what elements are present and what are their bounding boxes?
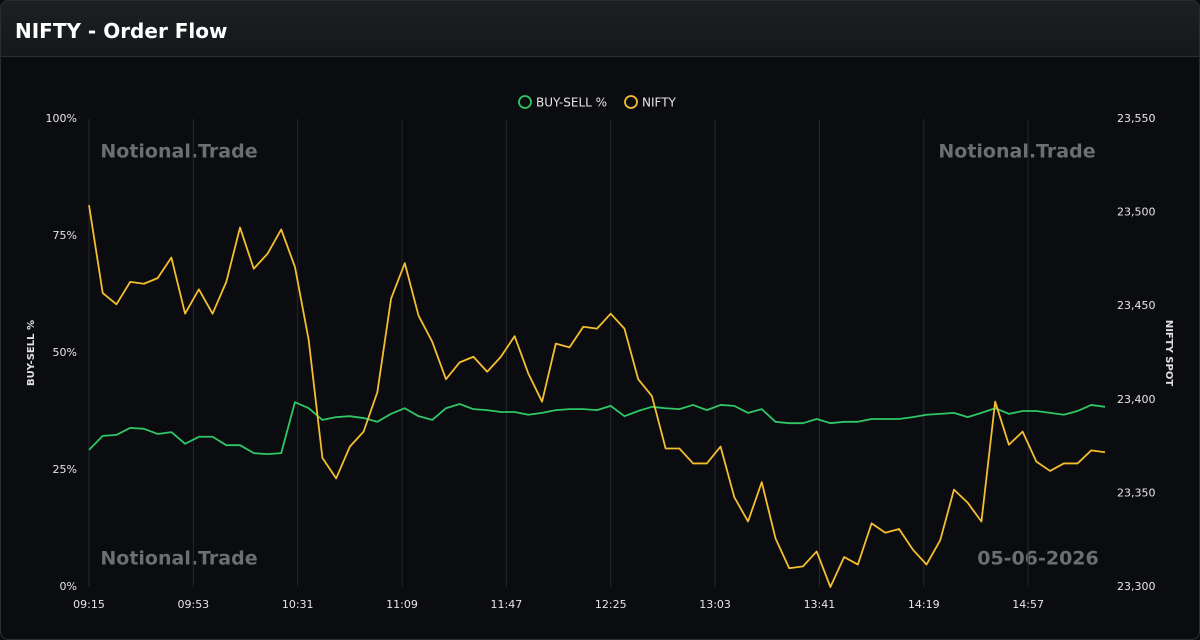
x-tick-label: 09:53 <box>177 598 209 611</box>
x-tick-label: 14:57 <box>1012 598 1044 611</box>
y2-tick-label: 23,350 <box>1117 486 1156 499</box>
y-tick-label: 100% <box>46 112 77 125</box>
x-tick-label: 09:15 <box>73 598 105 611</box>
x-tick-label: 14:19 <box>908 598 940 611</box>
watermark: Notional.Trade <box>100 141 257 163</box>
watermark: Notional.Trade <box>938 141 1095 163</box>
y2-tick-label: 23,450 <box>1117 299 1156 312</box>
x-tick-label: 13:41 <box>804 598 836 611</box>
header-title: NIFTY - Order Flow <box>1 1 1199 57</box>
legend-swatch[interactable] <box>624 95 638 109</box>
y2-tick-label: 23,300 <box>1117 580 1156 593</box>
y2-tick-label: 23,500 <box>1117 206 1156 219</box>
line-series <box>88 401 1106 455</box>
y-axis-title: BUY-SELL % <box>26 320 37 386</box>
watermark: Notional.Trade <box>100 548 257 570</box>
watermark: 05-06-2026 <box>977 548 1099 570</box>
x-tick-label: 11:09 <box>386 598 418 611</box>
y2-tick-label: 23,550 <box>1117 112 1156 125</box>
y-tick-label: 50% <box>53 346 77 359</box>
x-tick-label: 12:25 <box>595 598 627 611</box>
y-tick-label: 25% <box>53 463 77 476</box>
legend-label[interactable]: BUY-SELL % <box>536 96 607 110</box>
y-tick-label: 0% <box>60 580 77 593</box>
x-tick-label: 10:31 <box>282 598 314 611</box>
x-tick-label: 11:47 <box>491 598 523 611</box>
y-tick-label: 75% <box>53 229 77 242</box>
x-tick-label: 13:03 <box>699 598 731 611</box>
line-series <box>88 204 1106 588</box>
legend-label[interactable]: NIFTY <box>642 96 677 110</box>
y2-tick-label: 23,400 <box>1117 393 1156 406</box>
y2-axis-title: NIFTY SPOT <box>1163 320 1174 386</box>
legend-swatch[interactable] <box>518 95 532 109</box>
